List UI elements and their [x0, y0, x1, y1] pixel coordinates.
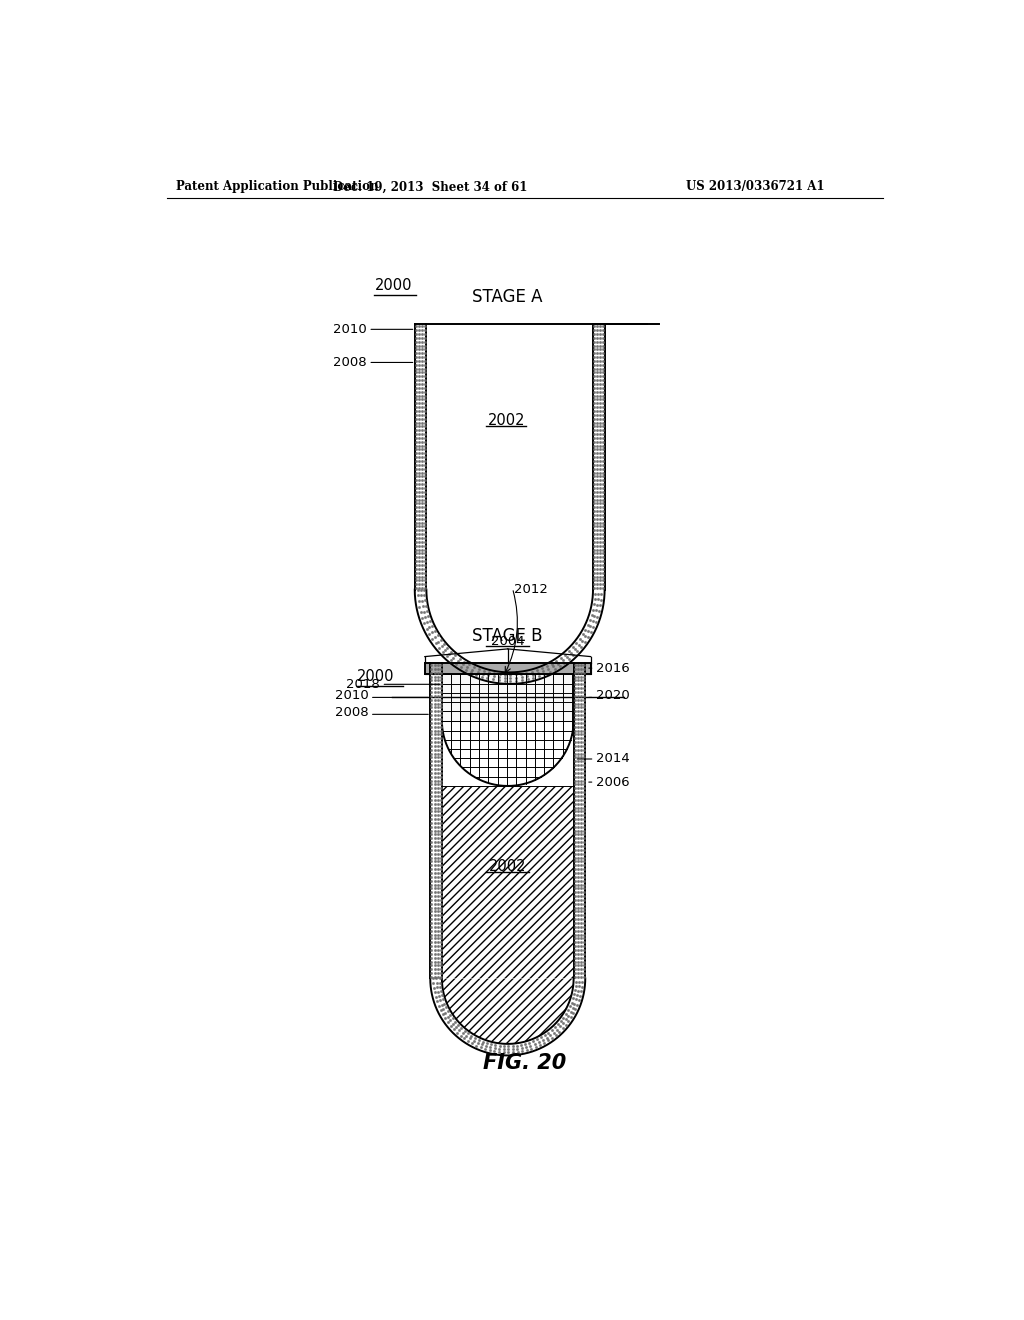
Text: 2006: 2006 — [596, 776, 630, 788]
Text: 2016: 2016 — [596, 661, 630, 675]
Text: STAGE A: STAGE A — [472, 288, 543, 306]
Text: 2014: 2014 — [596, 752, 630, 766]
Text: Patent Application Publication: Patent Application Publication — [176, 181, 379, 194]
Text: 2012: 2012 — [514, 583, 548, 597]
Text: 2002: 2002 — [489, 859, 526, 874]
Text: 2004: 2004 — [490, 635, 524, 648]
Text: 2008: 2008 — [333, 356, 367, 370]
Text: Dec. 19, 2013  Sheet 34 of 61: Dec. 19, 2013 Sheet 34 of 61 — [333, 181, 527, 194]
Text: 2018: 2018 — [346, 677, 380, 690]
Text: 2008: 2008 — [335, 706, 369, 719]
Text: 2010: 2010 — [335, 689, 369, 702]
Text: 2000: 2000 — [375, 279, 412, 293]
Text: STAGE B: STAGE B — [472, 627, 543, 644]
Text: 2000: 2000 — [356, 668, 394, 684]
Bar — [442, 785, 573, 978]
Text: 2020: 2020 — [596, 689, 630, 702]
Text: 2002: 2002 — [487, 413, 525, 428]
Text: FIG. 20: FIG. 20 — [483, 1053, 566, 1073]
Text: US 2013/0336721 A1: US 2013/0336721 A1 — [686, 181, 824, 194]
Text: 2010: 2010 — [333, 323, 367, 335]
